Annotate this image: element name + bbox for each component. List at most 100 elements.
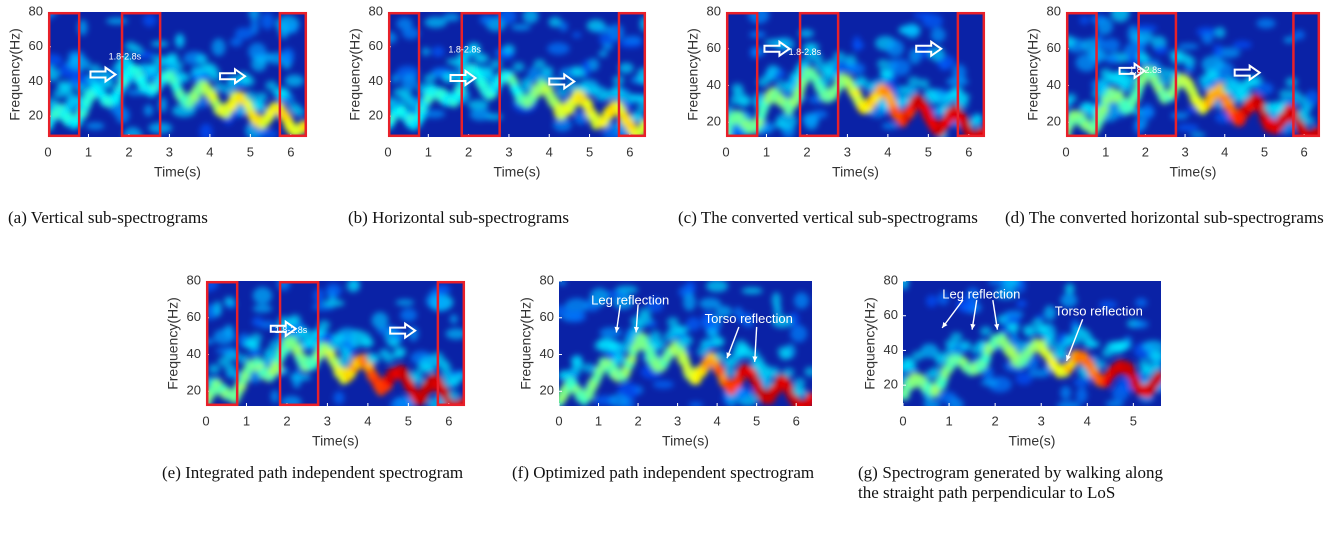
ridge-halo	[556, 87, 569, 98]
x-axis-label: Time(s)	[1170, 164, 1217, 180]
x-tick-label: 3	[1038, 413, 1045, 428]
annotation: 1.8-2.8s	[789, 47, 822, 57]
annotation: Torso reflection	[1055, 304, 1143, 319]
noise-blob	[699, 297, 722, 310]
highlight-box	[278, 280, 320, 407]
x-tick-label: 6	[965, 144, 972, 159]
noise-blob	[553, 117, 572, 132]
ridge-halo	[1153, 350, 1161, 361]
noise-blob	[890, 58, 911, 76]
noise-blob	[1017, 281, 1026, 293]
ridge-halo	[1285, 77, 1298, 88]
noise-blob	[431, 46, 445, 58]
noise-blob	[255, 129, 278, 137]
x-tick-label: 3	[844, 144, 851, 159]
noise-blob	[683, 293, 696, 311]
noise-blob	[1009, 332, 1019, 349]
noise-blob	[1185, 106, 1199, 114]
annotation: 1.8-2.8s	[109, 52, 142, 62]
ridge-halo	[254, 102, 267, 113]
y-tick-label: 60	[369, 38, 383, 53]
ridge-halo	[61, 86, 74, 97]
noise-blob	[1104, 54, 1120, 64]
y-tick-label: 20	[707, 114, 721, 129]
x-tick-label: 3	[166, 144, 173, 159]
noise-blob	[1189, 132, 1206, 137]
panel: 0 1 2 3 4 5 6 20 40 60 80 Time(s) Frequency(Hz) 1.8-2…	[685, 3, 986, 180]
x-tick-label: 5	[247, 144, 254, 159]
noise-blob	[1292, 29, 1305, 40]
ridge-halo	[387, 337, 400, 348]
noise-blob	[1141, 103, 1155, 121]
noise-blob	[1232, 40, 1252, 49]
noise-blob	[199, 123, 213, 137]
highlight-box	[120, 11, 162, 138]
spectrogram	[206, 281, 465, 406]
ridge-halo	[306, 337, 319, 348]
noise-blob	[1142, 340, 1161, 353]
highlight-box	[1065, 11, 1098, 138]
noise-blob	[48, 67, 60, 82]
y-tick-label: 20	[540, 383, 554, 398]
ridge-halo	[957, 92, 970, 103]
ridge-halo	[793, 377, 806, 388]
noise-blob	[1176, 124, 1199, 132]
ridge-halo	[782, 367, 795, 378]
noise-blob	[433, 284, 451, 296]
noise-blob	[602, 128, 626, 137]
ridge-halo	[1137, 53, 1150, 64]
x-tick-label: 4	[884, 144, 891, 159]
x-tick-label: 4	[714, 413, 721, 428]
pointer-line	[726, 326, 740, 359]
ridge-halo	[1037, 323, 1050, 334]
hollow-arrow	[218, 67, 247, 86]
ridge-halo	[217, 356, 230, 367]
noise-blob	[292, 370, 302, 389]
noise-blob	[741, 287, 763, 295]
noise-blob	[993, 287, 1018, 300]
noise-blob	[982, 365, 994, 382]
noise-blob	[287, 21, 299, 34]
ridge-halo	[481, 67, 494, 78]
ridge-halo	[571, 360, 584, 371]
noise-blob	[773, 303, 782, 317]
noise-blob	[598, 50, 608, 58]
x-tick-label: 4	[206, 144, 213, 159]
pointer-line	[753, 326, 758, 362]
ridge-halo	[818, 76, 831, 87]
ridge-halo	[331, 332, 344, 343]
noise-blob	[270, 389, 279, 404]
spectrogram-energy	[1066, 12, 1320, 137]
noise-blob	[923, 399, 941, 406]
ridge-halo	[1207, 71, 1220, 82]
ridge-halo	[406, 98, 419, 109]
ridge-halo	[166, 52, 179, 63]
noise-blob	[346, 281, 360, 293]
ridge-halo	[469, 43, 482, 54]
noise-blob	[1064, 283, 1075, 295]
ridge-halo	[1066, 93, 1077, 104]
ridge-halo	[779, 350, 792, 361]
noise-blob	[913, 12, 933, 20]
caption: (e) Integrated path independent spectrog…	[162, 463, 464, 482]
noise-blob	[802, 112, 820, 126]
ridge-halo	[654, 338, 667, 349]
x-tick-label: 6	[626, 144, 633, 159]
ridge-blob	[1154, 370, 1161, 383]
ridge-halo	[208, 71, 221, 82]
ridge-halo	[1120, 82, 1133, 93]
y-tick-label: 40	[707, 77, 721, 92]
y-axis-label: Frequency(Hz)	[347, 28, 363, 121]
ridge-blob	[797, 404, 805, 406]
y-tick-label: 80	[1047, 3, 1061, 18]
panel: 0 1 2 3 4 5 6 20 40 60 80 Time(s) Frequency(Hz) 1.8-2…	[1025, 3, 1321, 180]
ridge-halo	[195, 54, 208, 65]
ridge-halo	[996, 314, 1009, 325]
ridge-halo	[327, 340, 340, 351]
ridge-halo	[786, 79, 799, 90]
pointer-line	[1065, 318, 1084, 362]
pointer-line	[941, 299, 964, 329]
noise-blob	[469, 108, 491, 121]
ridge-halo	[928, 94, 941, 105]
noise-blob	[234, 27, 254, 40]
